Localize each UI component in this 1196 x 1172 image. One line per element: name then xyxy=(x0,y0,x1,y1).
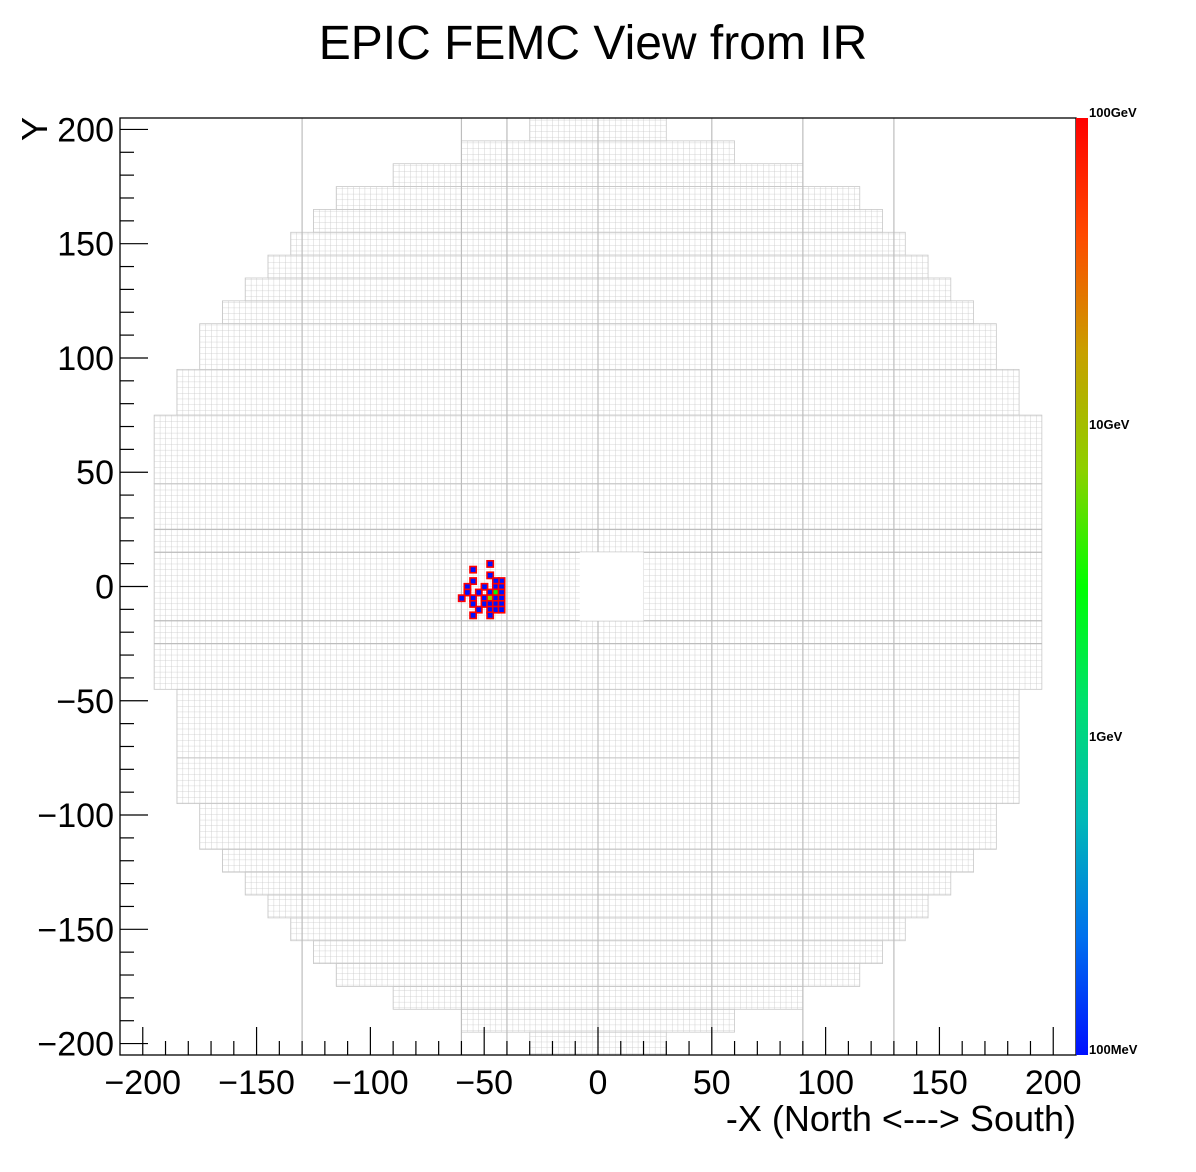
y-axis-tick-labels: 200 150 100 50 0 −50 −100 −150 −200 xyxy=(37,111,114,1063)
hit-cell xyxy=(486,559,495,568)
x-tick-label: 200 xyxy=(1025,1064,1082,1102)
colorbar-label: 10GeV xyxy=(1089,417,1130,432)
hit-cell xyxy=(486,571,495,580)
hit-cell xyxy=(469,565,478,574)
module-boundaries xyxy=(154,118,1042,1055)
hit-cell xyxy=(497,605,506,614)
y-tick-label: −200 xyxy=(37,1026,114,1064)
beam-pipe-hole xyxy=(579,552,644,621)
hit-cell xyxy=(480,582,489,591)
hit-cell xyxy=(474,605,483,614)
energy-hits xyxy=(457,559,506,620)
y-tick-label: −100 xyxy=(37,797,114,835)
x-tick-label: 50 xyxy=(693,1064,731,1102)
colorbar-label: 100MeV xyxy=(1089,1042,1138,1057)
x-tick-label: −100 xyxy=(332,1064,409,1102)
y-axis-ticks xyxy=(120,128,148,1045)
hit-cell xyxy=(469,577,478,586)
hit-cell xyxy=(469,599,478,608)
hit-cell xyxy=(469,611,478,620)
colorbar-label: 100GeV xyxy=(1089,105,1137,120)
x-tick-label: −200 xyxy=(104,1064,181,1102)
y-tick-label: 0 xyxy=(95,569,114,607)
hit-cell xyxy=(486,611,495,620)
x-tick-label: 100 xyxy=(797,1064,854,1102)
y-tick-label: −50 xyxy=(56,683,114,721)
x-tick-label: −50 xyxy=(455,1064,513,1102)
x-axis-tick-labels: −200 −150 −100 −50 0 50 100 150 200 xyxy=(104,1064,1081,1102)
colorbar-labels: 100GeV 10GeV 1GeV 100MeV xyxy=(1089,105,1138,1057)
colorbar xyxy=(1076,118,1088,1055)
y-tick-label: 100 xyxy=(57,340,114,378)
x-tick-label: 0 xyxy=(589,1064,608,1102)
chart-title: EPIC FEMC View from IR xyxy=(319,17,868,70)
y-axis-label: Y xyxy=(14,117,55,141)
x-tick-label: −150 xyxy=(218,1064,295,1102)
y-tick-label: 200 xyxy=(57,111,114,149)
hit-cell xyxy=(457,594,466,603)
y-tick-label: 150 xyxy=(57,226,114,264)
y-tick-label: −150 xyxy=(37,911,114,949)
x-axis-ticks xyxy=(142,1027,1054,1055)
colorbar-label: 1GeV xyxy=(1089,729,1123,744)
x-tick-label: 150 xyxy=(911,1064,968,1102)
y-tick-label: 50 xyxy=(76,454,114,492)
x-axis-label: -X (North <---> South) xyxy=(726,1098,1076,1139)
hit-cell xyxy=(474,588,483,597)
hit-cell xyxy=(463,588,472,597)
